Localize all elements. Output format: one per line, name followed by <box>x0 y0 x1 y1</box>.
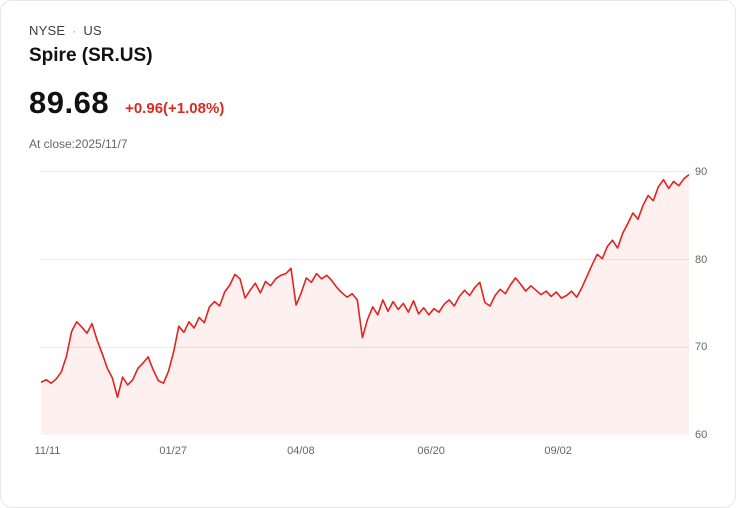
last-price: 89.68 <box>29 85 110 120</box>
y-axis-tick-label: 90 <box>695 165 708 178</box>
x-axis-tick-label: 04/08 <box>287 445 315 457</box>
y-axis-tick-label: 70 <box>695 341 708 354</box>
y-axis-tick-label: 80 <box>695 253 708 266</box>
price-line <box>41 173 689 399</box>
region-label: US <box>83 23 102 38</box>
area-fill <box>41 174 689 435</box>
separator-dot: · <box>72 23 77 38</box>
price-change: +0.96(+1.08%) <box>125 100 225 117</box>
card-header: NYSE · US Spire (SR.US) 89.68 +0.96(+1.0… <box>1 1 735 151</box>
y-axis-tick-label: 60 <box>695 429 708 441</box>
x-axis-tick-label: 09/02 <box>544 445 572 457</box>
exchange-row: NYSE · US <box>29 23 707 38</box>
x-axis-tick-label: 01/27 <box>159 445 187 457</box>
price-chart[interactable] <box>41 163 689 435</box>
price-row: 89.68 +0.96(+1.08%) <box>29 85 707 121</box>
close-info: At close:2025/11/7 <box>29 137 128 151</box>
x-axis-tick-label: 06/20 <box>417 445 445 457</box>
symbol-title: Spire (SR.US) <box>29 45 153 66</box>
exchange-label: NYSE <box>29 23 66 38</box>
chart-area: 60 70 80 90 11/11 01/27 04/08 06/20 09/02 <box>1 161 735 471</box>
x-axis-tick-label: 11/11 <box>34 445 61 457</box>
